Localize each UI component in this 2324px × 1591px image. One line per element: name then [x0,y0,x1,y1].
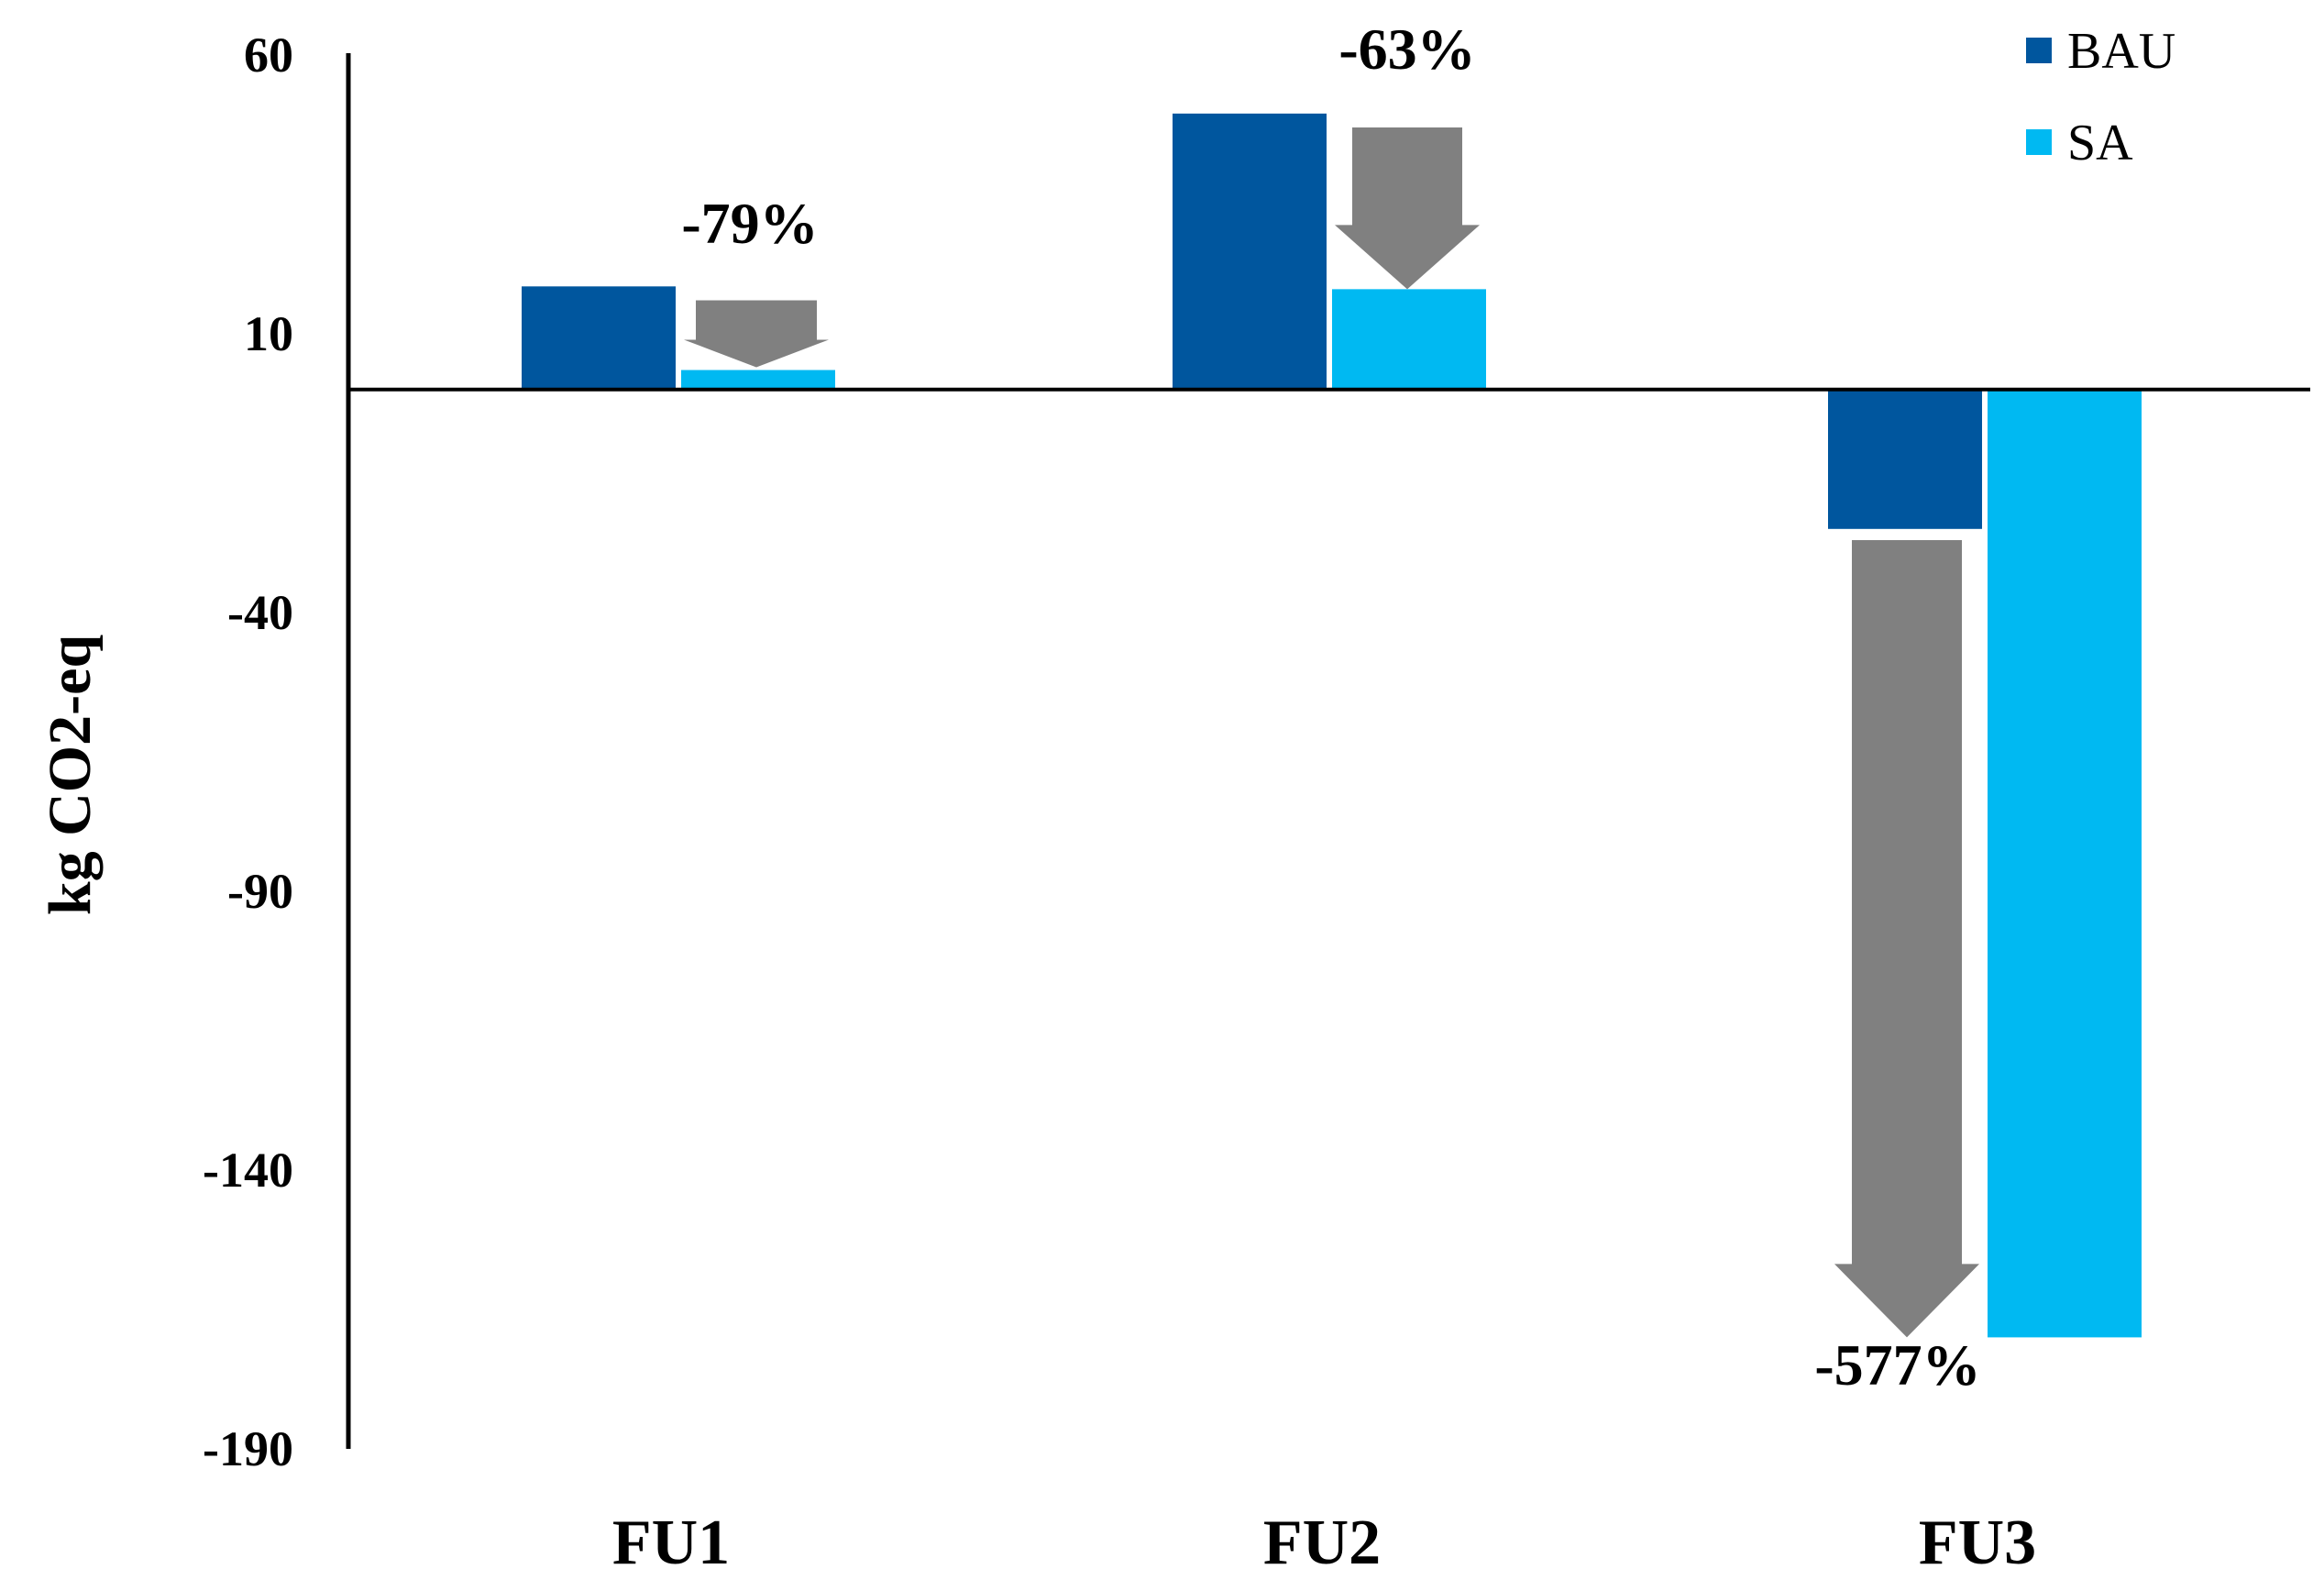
y-axis-label: kg CO2-eq [37,635,104,915]
x-axis-categories: FU1 FU2 FU3 [612,1508,2036,1578]
y-tick-label: 10 [244,306,293,361]
bar-bau-fu3 [1828,389,1982,529]
arrow-fu2 [1335,127,1480,290]
bar-bau-fu1 [522,286,676,390]
change-label-fu3: -577% [1814,1332,1980,1398]
arrow-fu1 [684,300,829,368]
y-tick-label: 60 [244,28,293,83]
change-label-fu1: -79% [681,191,818,256]
bar-sa-fu3 [1988,389,2142,1338]
legend: BAU SA [2026,23,2175,171]
change-annotations: -79% -63% -577% [681,17,1980,1398]
legend-swatch-bau [2026,38,2052,63]
x-category-label: FU1 [612,1508,730,1578]
legend-swatch-sa [2026,129,2052,155]
bar-sa-fu2 [1332,289,1486,390]
bars [522,113,2142,1338]
legend-label-sa: SA [2067,115,2133,171]
arrow-fu3 [1834,539,1979,1338]
y-tick-label: -40 [227,585,293,640]
x-category-label: FU2 [1263,1508,1381,1578]
change-label-fu2: -63% [1338,17,1475,82]
legend-label-bau: BAU [2067,23,2175,80]
y-tick-label: -190 [203,1421,293,1476]
x-category-label: FU3 [1919,1508,2036,1578]
change-arrows [684,127,1979,1338]
y-tick-label: -90 [227,864,293,919]
bar-bau-fu2 [1173,113,1327,390]
y-tick-label: -140 [203,1143,293,1198]
bar-sa-fu1 [681,370,835,390]
y-axis-ticks: 60 10 -40 -90 -140 -190 [203,28,293,1476]
